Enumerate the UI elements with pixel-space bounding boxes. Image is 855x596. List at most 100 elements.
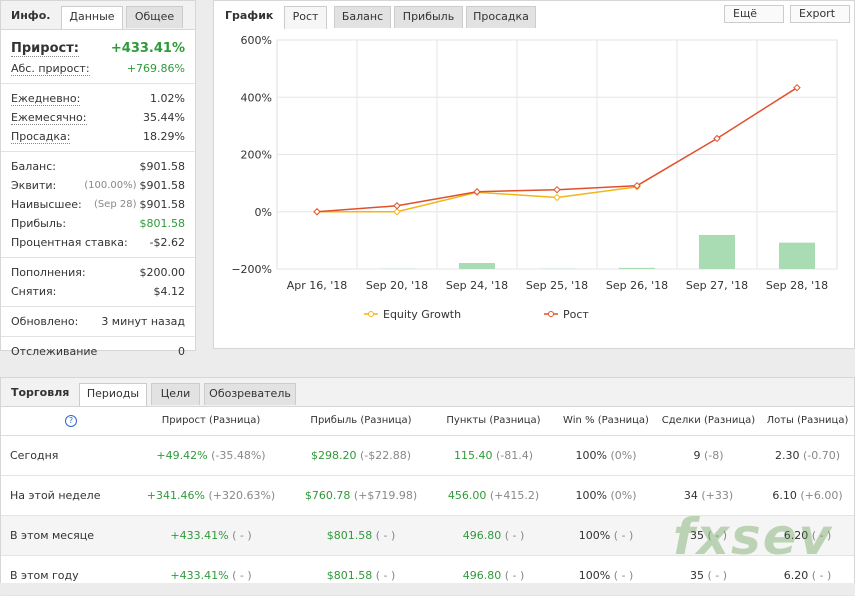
info-value: 3 минут назад: [101, 315, 185, 328]
table-cell: 2.30 (-0.70): [761, 436, 854, 476]
cell-value: 9: [693, 449, 700, 462]
info-label: Снятия:: [11, 285, 154, 298]
y-tick-label: 200%: [241, 149, 272, 162]
cell-diff: (+6.00): [800, 489, 842, 502]
x-tick-label: Sep 24, '18: [446, 279, 508, 292]
cell-value: +433.41%: [170, 529, 228, 542]
trading-header: Торговля Периоды Цели Обозреватель: [1, 378, 854, 407]
label-text: Обновлено:: [11, 315, 78, 328]
tab[interactable]: Общее: [126, 6, 183, 28]
cell-diff: (+320.63%): [208, 489, 275, 502]
info-rows: Прирост:+433.41%Абс. прирост:+769.86%Еже…: [1, 33, 195, 366]
legend-marker: [549, 312, 554, 317]
x-tick-label: Apr 16, '18: [287, 279, 348, 292]
cell-value: $801.58: [327, 569, 373, 582]
periods-table: ?Прирост (Разница)Прибыль (Разница)Пункт…: [1, 406, 854, 596]
cell-value: 6.10: [772, 489, 797, 502]
cell-value: 100%: [579, 569, 610, 582]
period-label: В этом году: [1, 556, 131, 596]
table-cell: $801.58 ( - ): [291, 556, 431, 596]
tab[interactable]: Баланс: [334, 6, 391, 28]
cell-value: 34: [684, 489, 698, 502]
info-label: Баланс:: [11, 160, 140, 173]
tab[interactable]: Обозреватель: [204, 383, 296, 405]
x-tick-label: Sep 28, '18: [766, 279, 828, 292]
info-row: Прибыль:$801.58: [11, 214, 185, 233]
info-label: Прирост:: [11, 41, 111, 56]
info-row: Эквити:(100.00%)$901.58: [11, 176, 185, 195]
info-row: Баланс:$901.58: [11, 157, 185, 176]
label-text: Ежемесячно:: [11, 111, 87, 125]
info-row: Обновлено: 3 минут назад: [11, 312, 185, 331]
help-icon[interactable]: ?: [65, 415, 77, 427]
trading-panel: Торговля Периоды Цели Обозреватель ? Прир…: [0, 377, 855, 583]
cell-value: +433.41%: [170, 569, 228, 582]
info-row: Ежемесячно:35.44%: [11, 108, 185, 127]
table-cell: 456.00 (+415.2): [431, 476, 556, 516]
cell-diff: (-0.70): [803, 449, 840, 462]
header-cell: Лоты (Разница): [761, 406, 854, 436]
info-header: Инфо. Данные Общее: [1, 1, 195, 30]
x-tick-label: Sep 26, '18: [606, 279, 668, 292]
cell-diff: ( - ): [232, 569, 252, 582]
cell-diff: (+33): [701, 489, 733, 502]
trading-title: Торговля: [11, 386, 69, 399]
header-cell: Сделки (Разница): [656, 406, 761, 436]
label-text: Отслеживание: [11, 345, 97, 358]
info-label: Эквити:: [11, 179, 84, 192]
table-cell: 496.80 ( - ): [431, 556, 556, 596]
info-row: Прирост:+433.41%: [11, 38, 185, 59]
tab[interactable]: Прибыль: [394, 6, 463, 28]
table-cell: 496.80 ( - ): [431, 516, 556, 556]
table-cell: +433.41% ( - ): [131, 556, 291, 596]
info-label: Ежемесячно:: [11, 111, 143, 124]
tab[interactable]: Периоды: [79, 383, 147, 406]
label-text: Пополнения:: [11, 266, 86, 279]
cell-value: +341.46%: [147, 489, 205, 502]
table-row: Сегодня+49.42% (-35.48%)$298.20 (-$22.88…: [1, 436, 854, 476]
x-tick-label: Sep 27, '18: [686, 279, 748, 292]
cell-value: 100%: [576, 449, 607, 462]
info-note: (Sep 28): [94, 199, 137, 210]
export-button[interactable]: Export: [790, 5, 850, 23]
cell-diff: (-$22.88): [360, 449, 411, 462]
cell-diff: ( - ): [505, 529, 525, 542]
chart-header: График Рост Баланс Прибыль Просадка Ещё …: [214, 1, 854, 29]
watermark: fxsev: [673, 508, 833, 566]
label-text: Просадка:: [11, 130, 70, 144]
info-row: Пополнения:$200.00: [11, 263, 185, 282]
header-cell: Пункты (Разница): [431, 406, 556, 436]
cell-diff: (+$719.98): [354, 489, 417, 502]
more-button[interactable]: Ещё: [724, 5, 784, 23]
table-cell: 100% (0%): [556, 476, 656, 516]
label-text: Прирост:: [11, 41, 79, 57]
bar: [459, 263, 495, 269]
legend-label: Equity Growth: [383, 308, 461, 321]
info-value: $901.58: [140, 198, 186, 211]
tab[interactable]: Данные: [61, 6, 123, 29]
table-cell: +49.42% (-35.48%): [131, 436, 291, 476]
info-row: Процентная ставка:-$2.62: [11, 233, 185, 252]
y-tick-label: −200%: [231, 263, 272, 276]
info-row: Наивысшее: (Sep 28)$901.58: [11, 195, 185, 214]
cell-diff: ( - ): [614, 569, 634, 582]
label-text: Ежедневно:: [11, 92, 80, 106]
table-cell: 100% (0%): [556, 436, 656, 476]
x-tick-label: Sep 20, '18: [366, 279, 428, 292]
info-label: Прибыль:: [11, 217, 140, 230]
label-text: Наивысшее:: [11, 198, 82, 211]
info-value: 1.02%: [150, 92, 185, 105]
info-value: -$2.62: [150, 236, 185, 249]
tab[interactable]: Рост: [284, 6, 327, 29]
tab[interactable]: Цели: [151, 383, 200, 405]
header-cell: Прирост (Разница): [131, 406, 291, 436]
info-row: Ежедневно: 1.02%: [11, 89, 185, 108]
label-text: Снятия:: [11, 285, 56, 298]
tab[interactable]: Просадка: [466, 6, 536, 28]
table-cell: $801.58 ( - ): [291, 516, 431, 556]
chart-panel: График Рост Баланс Прибыль Просадка Ещё …: [213, 0, 855, 349]
cell-diff: ( - ): [376, 569, 396, 582]
cell-value: 2.30: [775, 449, 800, 462]
